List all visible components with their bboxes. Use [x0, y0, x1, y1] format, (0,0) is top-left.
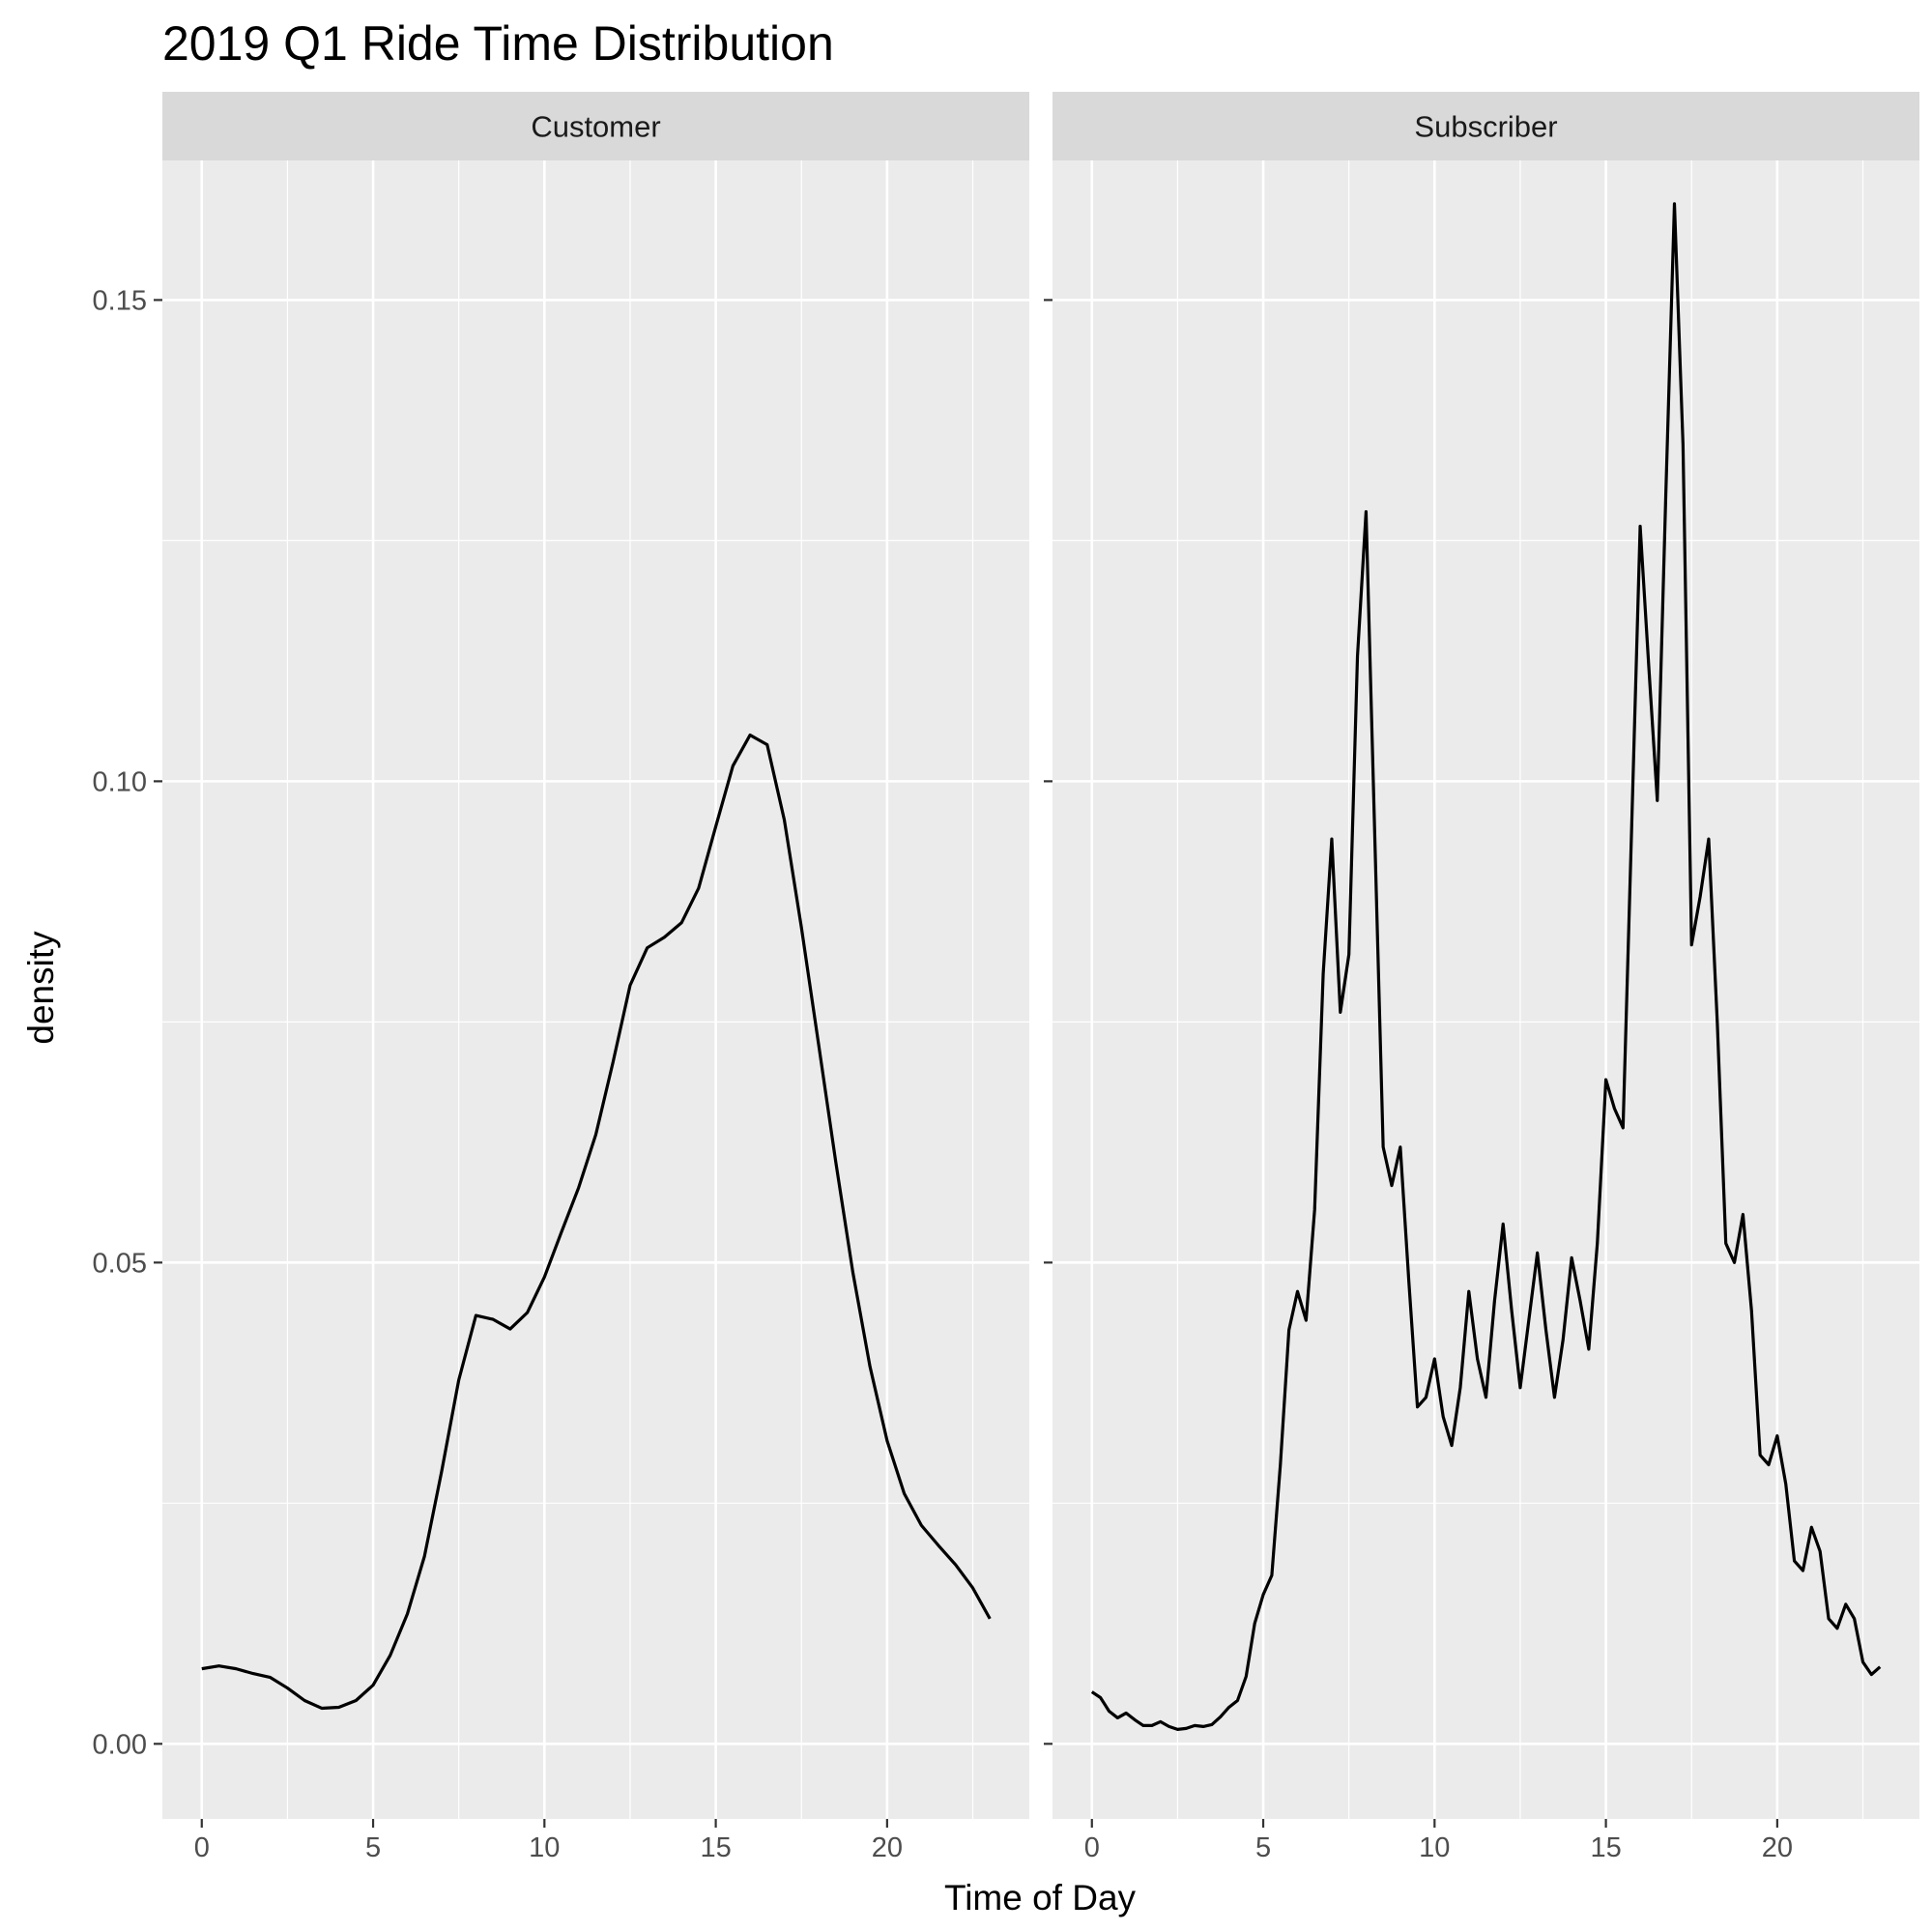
- x-tick-label: 0: [1084, 1832, 1100, 1863]
- x-tick-label: 20: [872, 1832, 903, 1863]
- density-line-subscriber: [1090, 202, 1882, 1731]
- y-tick-label: 0.00: [93, 1729, 147, 1760]
- facet-strip: [1053, 92, 1919, 160]
- x-tick-label: 15: [1590, 1832, 1621, 1863]
- x-tick-label: 5: [365, 1832, 381, 1863]
- y-tick-label: 0.15: [93, 285, 147, 316]
- y-tick-label: 0.05: [93, 1248, 147, 1279]
- facet-panel-subscriber: Subscriber 0 5 10 15 20: [1044, 92, 1919, 1863]
- x-tick-label: 20: [1762, 1832, 1793, 1863]
- panel-background: [1053, 160, 1919, 1819]
- facet-panels: Customer 0 5 10 15 20 Subscriber 0 5 10 15 20: [162, 92, 1919, 1863]
- y-axis-title: density: [21, 931, 61, 1045]
- panel-background: [162, 160, 1029, 1819]
- density-line-customer: [201, 733, 992, 1711]
- x-tick-label: 10: [1419, 1832, 1450, 1863]
- facet-strip: [162, 92, 1029, 160]
- y-tick-label: 0.10: [93, 766, 147, 797]
- facet-strip-label: Customer: [531, 110, 660, 144]
- y-axis: 0.00 0.05 0.10 0.15: [93, 285, 162, 1760]
- x-axis-title: Time of Day: [944, 1878, 1137, 1918]
- x-tick-label: 10: [529, 1832, 560, 1863]
- x-tick-label: 15: [700, 1832, 731, 1863]
- facet-panel-customer: Customer 0 5 10 15 20: [162, 92, 1029, 1863]
- x-tick-label: 0: [194, 1832, 210, 1863]
- chart-title: 2019 Q1 Ride Time Distribution: [162, 16, 834, 71]
- x-tick-label: 5: [1255, 1832, 1271, 1863]
- facet-strip-label: Subscriber: [1414, 110, 1557, 144]
